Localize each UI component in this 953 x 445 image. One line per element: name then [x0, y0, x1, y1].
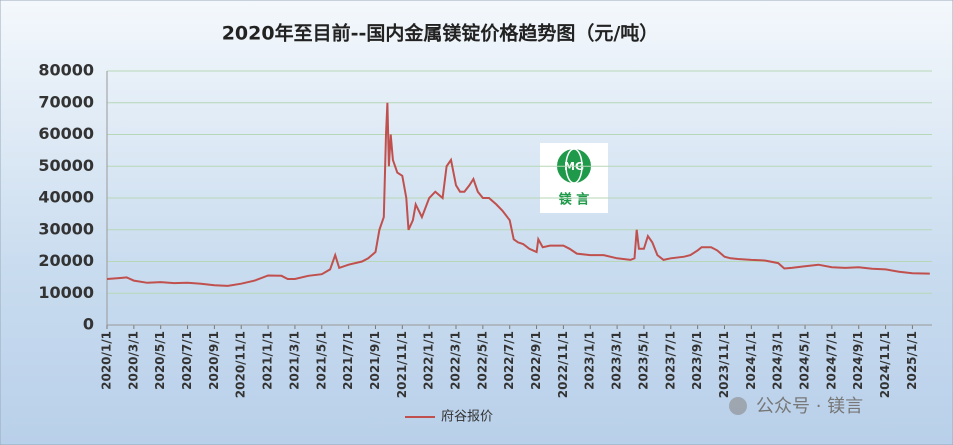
x-tick-label: 2025/1/1 — [905, 331, 919, 390]
x-tick-label: 2021/11/1 — [395, 331, 409, 398]
x-tick-label: 2022/9/1 — [529, 331, 543, 390]
x-tick-label: 2024/9/1 — [851, 331, 865, 390]
x-tick-label: 2020/3/1 — [126, 331, 140, 390]
x-tick-label: 2021/3/1 — [287, 331, 301, 390]
x-tick-label: 2022/3/1 — [449, 331, 463, 390]
x-tick-label: 2023/11/1 — [717, 331, 731, 398]
y-tick-label: 80000 — [38, 61, 94, 80]
x-tick-label: 2023/3/1 — [610, 331, 624, 390]
chart-title: 2020年至目前--国内金属镁锭价格趋势图（元/吨） — [222, 22, 659, 45]
x-tick-label: 2020/5/1 — [153, 331, 167, 390]
x-tick-label: 2020/7/1 — [180, 331, 194, 390]
legend-label: 府谷报价 — [441, 410, 493, 425]
x-tick-label: 2024/3/1 — [771, 331, 785, 390]
x-tick-label: 2023/7/1 — [663, 331, 677, 390]
y-tick-label: 60000 — [38, 124, 94, 143]
x-tick-label: 2021/1/1 — [261, 331, 275, 390]
y-tick-label: 10000 — [38, 283, 94, 302]
x-tick-label: 2022/5/1 — [475, 331, 489, 390]
x-tick-label: 2024/5/1 — [798, 331, 812, 390]
x-tick-label: 2024/1/1 — [744, 331, 758, 390]
x-tick-label: 2024/7/1 — [824, 331, 838, 390]
y-tick-label: 40000 — [38, 188, 94, 207]
y-tick-label: 0 — [83, 315, 94, 334]
logo: MG 镁 言 — [540, 143, 608, 213]
x-tick-label: 2022/7/1 — [502, 331, 516, 390]
y-tick-label: 50000 — [38, 156, 94, 175]
x-tick-label: 2023/1/1 — [583, 331, 597, 390]
logo-caption: 镁 言 — [559, 192, 590, 208]
x-tick-label: 2023/5/1 — [636, 331, 650, 390]
x-tick-label: 2022/11/1 — [556, 331, 570, 398]
watermark: 公众号 · 镁言 — [756, 396, 863, 417]
x-tick-label: 2021/5/1 — [314, 331, 328, 390]
x-tick-label: 2021/7/1 — [341, 331, 355, 390]
x-tick-label: 2023/9/1 — [690, 331, 704, 390]
x-tick-label: 2020/11/1 — [234, 331, 248, 398]
x-tick-label: 2020/9/1 — [207, 331, 221, 390]
line — [106, 102, 930, 287]
y-tick-label: 70000 — [38, 92, 94, 111]
watermark-group: 公众号 · 镁言 — [729, 396, 863, 417]
x-tick-label: 2022/1/1 — [422, 331, 436, 390]
x-tick-label: 2020/1/1 — [100, 331, 114, 390]
x-tick-label: 2021/9/1 — [368, 331, 382, 390]
y-tick-label: 30000 — [38, 219, 94, 238]
x-tick-label: 2024/11/1 — [878, 331, 892, 398]
y-tick-label: 20000 — [38, 251, 94, 270]
watermark-icon — [729, 397, 747, 415]
